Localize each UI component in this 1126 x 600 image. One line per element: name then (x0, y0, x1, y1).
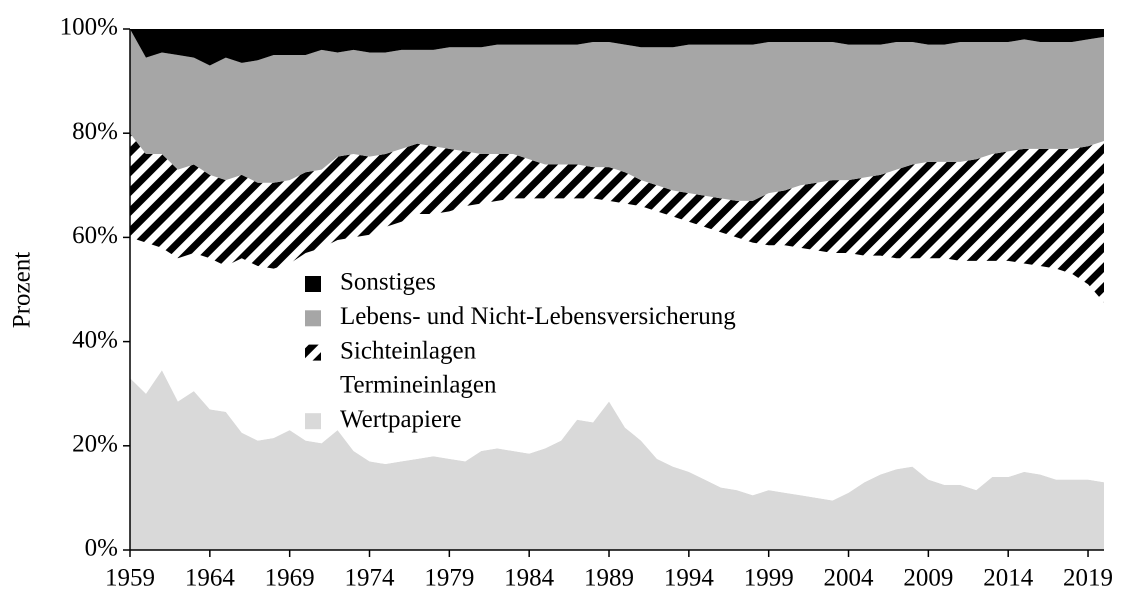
legend-swatch (305, 413, 321, 430)
y-tick-label: 100% (60, 14, 118, 41)
x-tick-label: 1959 (105, 565, 155, 592)
legend-swatch (305, 378, 321, 395)
y-tick-label: 60% (72, 222, 118, 249)
x-tick-label: 1974 (345, 565, 396, 592)
x-tick-label: 2014 (983, 565, 1034, 592)
y-tick-label: 0% (85, 535, 118, 562)
x-tick-label: 2019 (1063, 565, 1113, 592)
y-tick-label: 40% (72, 326, 118, 353)
area (130, 29, 1104, 201)
legend-label: Wertpapiere (340, 406, 462, 433)
x-tick-label: 1964 (185, 565, 236, 592)
x-tick-label: 1984 (504, 565, 555, 592)
legend-swatch (305, 310, 321, 327)
legend-label: Termineinlagen (340, 372, 497, 399)
y-tick-label: 80% (72, 118, 118, 145)
x-tick-label: 1994 (664, 565, 715, 592)
legend-swatch (305, 344, 321, 361)
x-tick-label: 1999 (744, 565, 794, 592)
x-tick-label: 1969 (265, 565, 315, 592)
x-tick-label: 1979 (424, 565, 474, 592)
legend-label: Sonstiges (340, 269, 436, 296)
y-axis-label: Prozent (9, 252, 36, 328)
legend-label: Lebens- und Nicht-Lebensversicherung (340, 303, 736, 330)
legend-swatch (305, 276, 321, 292)
x-tick-label: 1989 (584, 565, 634, 592)
area (130, 133, 1104, 303)
legend-label: Sichteinlagen (340, 337, 477, 364)
x-tick-label: 2009 (903, 565, 953, 592)
x-tick-label: 2004 (824, 565, 875, 592)
area (130, 29, 1104, 66)
area (130, 370, 1104, 550)
area (130, 198, 1104, 501)
y-tick-label: 20% (72, 431, 118, 458)
